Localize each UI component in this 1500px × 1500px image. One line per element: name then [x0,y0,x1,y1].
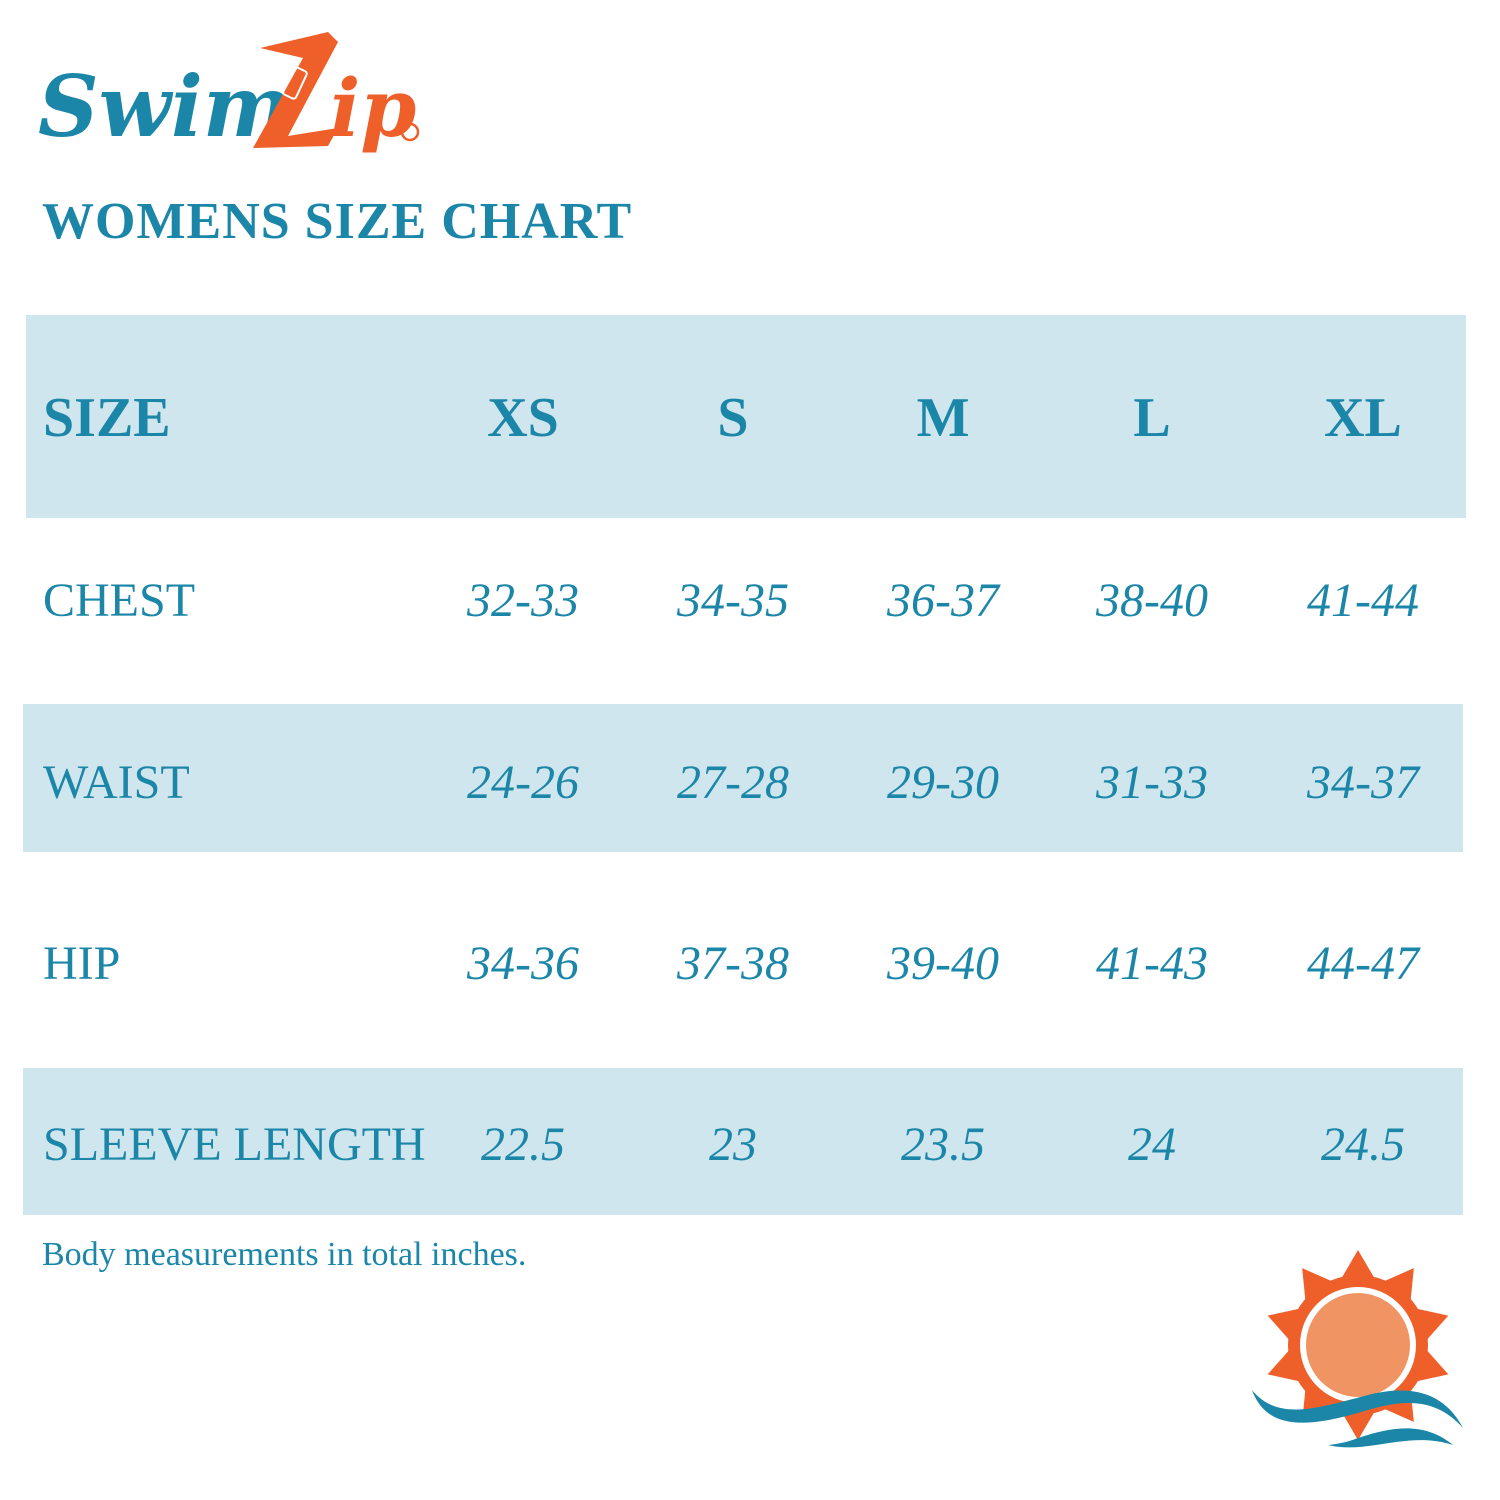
table-cell: 34-36 [467,937,579,990]
table-cell: 34-37 [1307,756,1419,809]
table-cell: 38-40 [1096,574,1208,627]
table-cell: 23.5 [901,1118,985,1171]
footnote: Body measurements in total inches. [42,1236,527,1273]
size-header: S [717,387,749,449]
table-cell: 37-38 [677,937,789,990]
table-cell: 39-40 [887,937,999,990]
table-cell: 22.5 [481,1118,565,1171]
size-header: XS [487,387,559,449]
row-label: SLEEVE LENGTH [43,1118,426,1171]
header-label: SIZE [43,387,171,449]
table-cell: 41-44 [1307,574,1419,627]
table-cell: 34-35 [677,574,789,627]
table-cell: 24-26 [467,756,579,809]
row-label: WAIST [43,756,190,809]
table-cell: 27-28 [677,756,789,809]
table-cell: 31-33 [1096,756,1208,809]
table-cell: 29-30 [887,756,999,809]
header-band [26,315,1466,518]
sleeve-band [23,1068,1463,1215]
sun-wave-icon [1252,1250,1463,1448]
table-cell: 23 [709,1118,757,1171]
waist-band [23,704,1463,852]
svg-text:ip: ip [330,61,416,155]
row-label: CHEST [43,574,196,627]
size-header: L [1133,387,1171,449]
size-header: XL [1324,387,1402,449]
table-cell: 36-37 [887,574,999,627]
table-cell: 32-33 [467,574,579,627]
size-header: M [916,387,970,449]
table-cell: 44-47 [1307,937,1419,990]
table-cell: 41-43 [1096,937,1208,990]
page-title: WOMENS SIZE CHART [42,193,633,250]
row-label: HIP [43,937,121,990]
svg-text:Swim: Swim [38,57,292,156]
table-cell: 24 [1128,1118,1176,1171]
table-cell: 24.5 [1321,1118,1405,1171]
swimzip-logo: Swim ip [38,32,420,156]
sun-ray [1338,1250,1378,1283]
